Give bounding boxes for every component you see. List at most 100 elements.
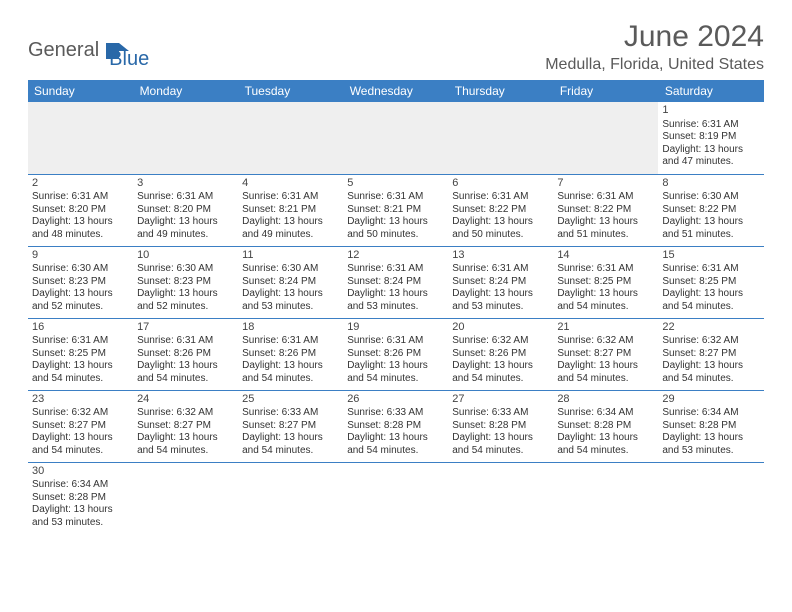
sunrise: Sunrise: 6:30 AM	[662, 191, 759, 204]
day-number: 22	[662, 321, 759, 335]
sunrise: Sunrise: 6:31 AM	[347, 335, 444, 348]
daylight: Daylight: 13 hours	[452, 288, 549, 301]
sunset: Sunset: 8:28 PM	[662, 420, 759, 433]
sunset: Sunset: 8:26 PM	[347, 348, 444, 361]
daylight: and 54 minutes.	[557, 301, 654, 314]
weekday-header: Monday	[133, 80, 238, 102]
daylight: and 54 minutes.	[557, 373, 654, 386]
calendar-day: 25Sunrise: 6:33 AMSunset: 8:27 PMDayligh…	[238, 390, 343, 462]
daylight: Daylight: 13 hours	[662, 216, 759, 229]
daylight: Daylight: 13 hours	[347, 216, 444, 229]
sunset: Sunset: 8:27 PM	[32, 420, 129, 433]
sunset: Sunset: 8:27 PM	[137, 420, 234, 433]
calendar-empty	[343, 102, 448, 174]
calendar-day: 22Sunrise: 6:32 AMSunset: 8:27 PMDayligh…	[658, 318, 763, 390]
sunset: Sunset: 8:25 PM	[662, 276, 759, 289]
daylight: Daylight: 13 hours	[347, 288, 444, 301]
weekday-header-row: Sunday Monday Tuesday Wednesday Thursday…	[28, 80, 764, 102]
calendar-day: 15Sunrise: 6:31 AMSunset: 8:25 PMDayligh…	[658, 246, 763, 318]
sunrise: Sunrise: 6:31 AM	[347, 191, 444, 204]
weekday-header: Friday	[553, 80, 658, 102]
daylight: and 51 minutes.	[662, 229, 759, 242]
daylight: and 54 minutes.	[662, 373, 759, 386]
day-number: 20	[452, 321, 549, 335]
calendar-day: 1Sunrise: 6:31 AMSunset: 8:19 PMDaylight…	[658, 102, 763, 174]
sunrise: Sunrise: 6:30 AM	[137, 263, 234, 276]
calendar-empty	[238, 462, 343, 534]
calendar-row: 23Sunrise: 6:32 AMSunset: 8:27 PMDayligh…	[28, 390, 764, 462]
logo-text-general: General	[28, 39, 99, 62]
calendar-day: 23Sunrise: 6:32 AMSunset: 8:27 PMDayligh…	[28, 390, 133, 462]
daylight: and 50 minutes.	[347, 229, 444, 242]
daylight: and 49 minutes.	[242, 229, 339, 242]
daylight: and 51 minutes.	[557, 229, 654, 242]
daylight: and 53 minutes.	[452, 301, 549, 314]
calendar-row: 9Sunrise: 6:30 AMSunset: 8:23 PMDaylight…	[28, 246, 764, 318]
calendar-day: 7Sunrise: 6:31 AMSunset: 8:22 PMDaylight…	[553, 174, 658, 246]
weekday-header: Tuesday	[238, 80, 343, 102]
daylight: Daylight: 13 hours	[347, 360, 444, 373]
daylight: Daylight: 13 hours	[557, 216, 654, 229]
calendar-table: Sunday Monday Tuesday Wednesday Thursday…	[28, 80, 764, 534]
sunrise: Sunrise: 6:31 AM	[557, 263, 654, 276]
calendar-day: 13Sunrise: 6:31 AMSunset: 8:24 PMDayligh…	[448, 246, 553, 318]
daylight: Daylight: 13 hours	[32, 360, 129, 373]
calendar-row: 2Sunrise: 6:31 AMSunset: 8:20 PMDaylight…	[28, 174, 764, 246]
sunset: Sunset: 8:28 PM	[347, 420, 444, 433]
sunrise: Sunrise: 6:31 AM	[662, 119, 759, 132]
sunrise: Sunrise: 6:33 AM	[452, 407, 549, 420]
daylight: Daylight: 13 hours	[32, 288, 129, 301]
title-block: June 2024 Medulla, Florida, United State…	[545, 20, 764, 74]
header: General Blue June 2024 Medulla, Florida,…	[28, 20, 764, 74]
day-number: 24	[137, 393, 234, 407]
daylight: Daylight: 13 hours	[32, 504, 129, 517]
sunset: Sunset: 8:28 PM	[452, 420, 549, 433]
daylight: Daylight: 13 hours	[242, 432, 339, 445]
calendar-empty	[553, 102, 658, 174]
day-number: 10	[137, 249, 234, 263]
day-number: 5	[347, 177, 444, 191]
logo: General Blue	[28, 30, 149, 71]
daylight: and 49 minutes.	[137, 229, 234, 242]
sunrise: Sunrise: 6:32 AM	[452, 335, 549, 348]
daylight: Daylight: 13 hours	[32, 216, 129, 229]
sunrise: Sunrise: 6:32 AM	[557, 335, 654, 348]
sunset: Sunset: 8:24 PM	[347, 276, 444, 289]
daylight: and 54 minutes.	[137, 445, 234, 458]
day-number: 9	[32, 249, 129, 263]
daylight: Daylight: 13 hours	[452, 216, 549, 229]
daylight: Daylight: 13 hours	[242, 360, 339, 373]
calendar-row: 30Sunrise: 6:34 AMSunset: 8:28 PMDayligh…	[28, 462, 764, 534]
daylight: Daylight: 13 hours	[32, 432, 129, 445]
calendar-day: 12Sunrise: 6:31 AMSunset: 8:24 PMDayligh…	[343, 246, 448, 318]
day-number: 18	[242, 321, 339, 335]
sunset: Sunset: 8:22 PM	[557, 204, 654, 217]
day-number: 25	[242, 393, 339, 407]
calendar-empty	[343, 462, 448, 534]
calendar-day: 9Sunrise: 6:30 AMSunset: 8:23 PMDaylight…	[28, 246, 133, 318]
sunrise: Sunrise: 6:34 AM	[557, 407, 654, 420]
sunrise: Sunrise: 6:31 AM	[137, 335, 234, 348]
calendar-day: 4Sunrise: 6:31 AMSunset: 8:21 PMDaylight…	[238, 174, 343, 246]
weekday-header: Wednesday	[343, 80, 448, 102]
daylight: and 48 minutes.	[32, 229, 129, 242]
weekday-header: Saturday	[658, 80, 763, 102]
daylight: and 52 minutes.	[137, 301, 234, 314]
day-number: 11	[242, 249, 339, 263]
day-number: 21	[557, 321, 654, 335]
calendar-empty	[448, 462, 553, 534]
day-number: 2	[32, 177, 129, 191]
sunset: Sunset: 8:22 PM	[662, 204, 759, 217]
logo-text-blue: Blue	[109, 48, 149, 71]
sunset: Sunset: 8:24 PM	[242, 276, 339, 289]
sunrise: Sunrise: 6:31 AM	[662, 263, 759, 276]
sunrise: Sunrise: 6:33 AM	[347, 407, 444, 420]
day-number: 6	[452, 177, 549, 191]
daylight: Daylight: 13 hours	[137, 216, 234, 229]
daylight: and 54 minutes.	[347, 373, 444, 386]
sunrise: Sunrise: 6:32 AM	[662, 335, 759, 348]
daylight: Daylight: 13 hours	[662, 144, 759, 157]
day-number: 28	[557, 393, 654, 407]
day-number: 26	[347, 393, 444, 407]
daylight: and 54 minutes.	[452, 373, 549, 386]
